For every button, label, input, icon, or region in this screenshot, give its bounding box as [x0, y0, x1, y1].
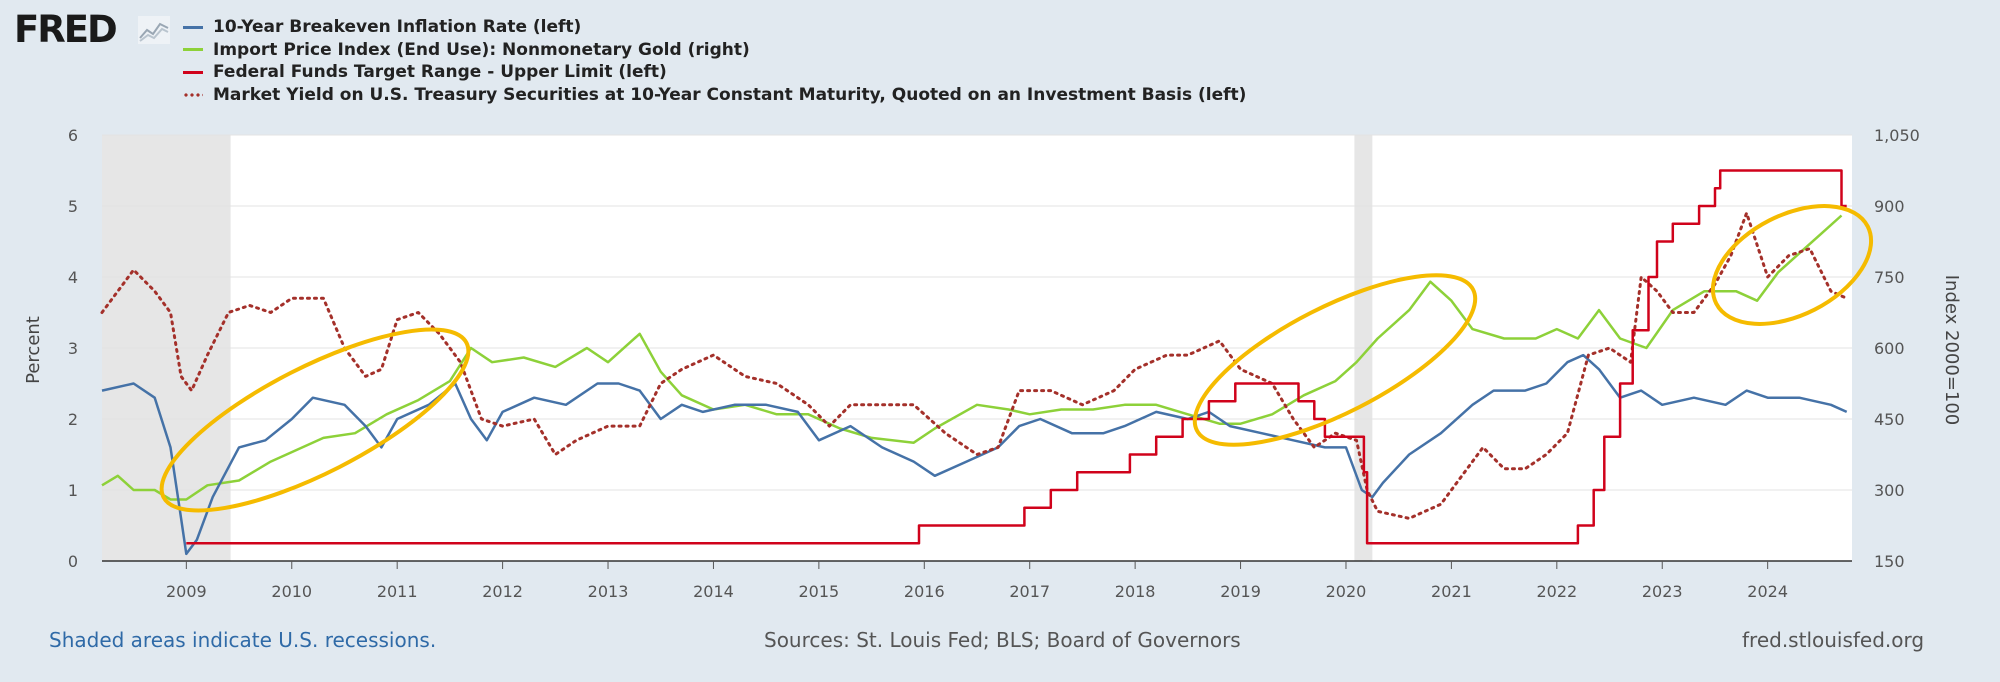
y-tick-label-right: 750 [1874, 268, 1905, 287]
x-tick-label: 2014 [693, 582, 734, 601]
y-tick-label-left: 0 [68, 552, 78, 571]
x-tick-label: 2011 [377, 582, 418, 601]
y-tick-label-right: 1,050 [1874, 126, 1920, 145]
x-tick-label: 2024 [1747, 582, 1788, 601]
fred-logo-chart-icon [138, 16, 170, 44]
x-tick-label: 2017 [1009, 582, 1050, 601]
x-tick-label: 2012 [482, 582, 523, 601]
gridlines [102, 134, 1852, 491]
fred-logo[interactable]: FRED [14, 8, 118, 51]
y-tick-label-right: 450 [1874, 410, 1905, 429]
legend-swatch-dotted [183, 92, 203, 97]
brand-text: FRED [14, 8, 118, 51]
y-tick-label-right: 600 [1874, 339, 1905, 358]
x-tick-label: 2020 [1326, 582, 1367, 601]
y-tick-label-right: 300 [1874, 481, 1905, 500]
legend-label: Federal Funds Target Range - Upper Limit… [213, 62, 667, 83]
legend-item[interactable]: Federal Funds Target Range - Upper Limit… [183, 61, 1246, 84]
recession-note-link[interactable]: Shaded areas indicate U.S. recessions. [49, 628, 437, 652]
x-tick-label: 2009 [166, 582, 207, 601]
legend-item[interactable]: Import Price Index (End Use): Nonmonetar… [183, 39, 1246, 62]
legend-item[interactable]: 10-Year Breakeven Inflation Rate (left) [183, 16, 1246, 39]
x-tick-label: 2023 [1642, 582, 1683, 601]
y-axis-label-right: Index 2000=100 [1941, 275, 1962, 426]
highlight-ellipse-2019 [1192, 273, 1478, 447]
gold-import-price-line [101, 214, 1843, 501]
highlight-ellipse-2010 [159, 327, 471, 513]
x-tick-label: 2019 [1220, 582, 1261, 601]
highlight-ellipses [159, 204, 1874, 513]
highlight-ellipse-2024 [1710, 204, 1874, 326]
y-tick-label-right: 900 [1874, 197, 1905, 216]
axes: 0 1 2 3 4 5 6 150 300 450 600 750 900 1,050 2009 2010 20… [68, 126, 1920, 601]
legend-label: 10-Year Breakeven Inflation Rate (left) [213, 17, 582, 38]
x-tick-label: 2018 [1115, 582, 1156, 601]
legend-label: Import Price Index (End Use): Nonmonetar… [213, 39, 750, 60]
site-link[interactable]: fred.stlouisfed.org [1742, 628, 1925, 652]
y-tick-label-left: 5 [68, 197, 78, 216]
x-tick-label: 2013 [588, 582, 629, 601]
legend: 10-Year Breakeven Inflation Rate (left) … [183, 16, 1246, 106]
legend-swatch-green [183, 48, 203, 52]
legend-swatch-blue [183, 25, 203, 29]
y-tick-label-left: 1 [68, 481, 78, 500]
sources-text: Sources: St. Louis Fed; BLS; Board of Go… [764, 628, 1241, 652]
y-tick-label-left: 4 [68, 268, 78, 287]
legend-item[interactable]: Market Yield on U.S. Treasury Securities… [183, 84, 1246, 107]
x-tick-label: 2022 [1536, 582, 1577, 601]
y-tick-label-left: 2 [68, 410, 78, 429]
y-axis-label-left: Percent [23, 316, 44, 384]
fed-funds-upper-limit-line [186, 169, 1847, 545]
y-tick-label-left: 6 [68, 126, 78, 145]
x-tick-label: 2016 [904, 582, 945, 601]
breakeven-inflation-line [101, 353, 1848, 556]
y-tick-label-right: 150 [1874, 552, 1905, 571]
x-tick-label: 2021 [1431, 582, 1472, 601]
x-tick-label: 2010 [271, 582, 312, 601]
legend-label: Market Yield on U.S. Treasury Securities… [213, 84, 1247, 105]
legend-swatch-red [183, 70, 203, 74]
y-tick-label-left: 3 [68, 339, 78, 358]
x-tick-label: 2015 [799, 582, 840, 601]
